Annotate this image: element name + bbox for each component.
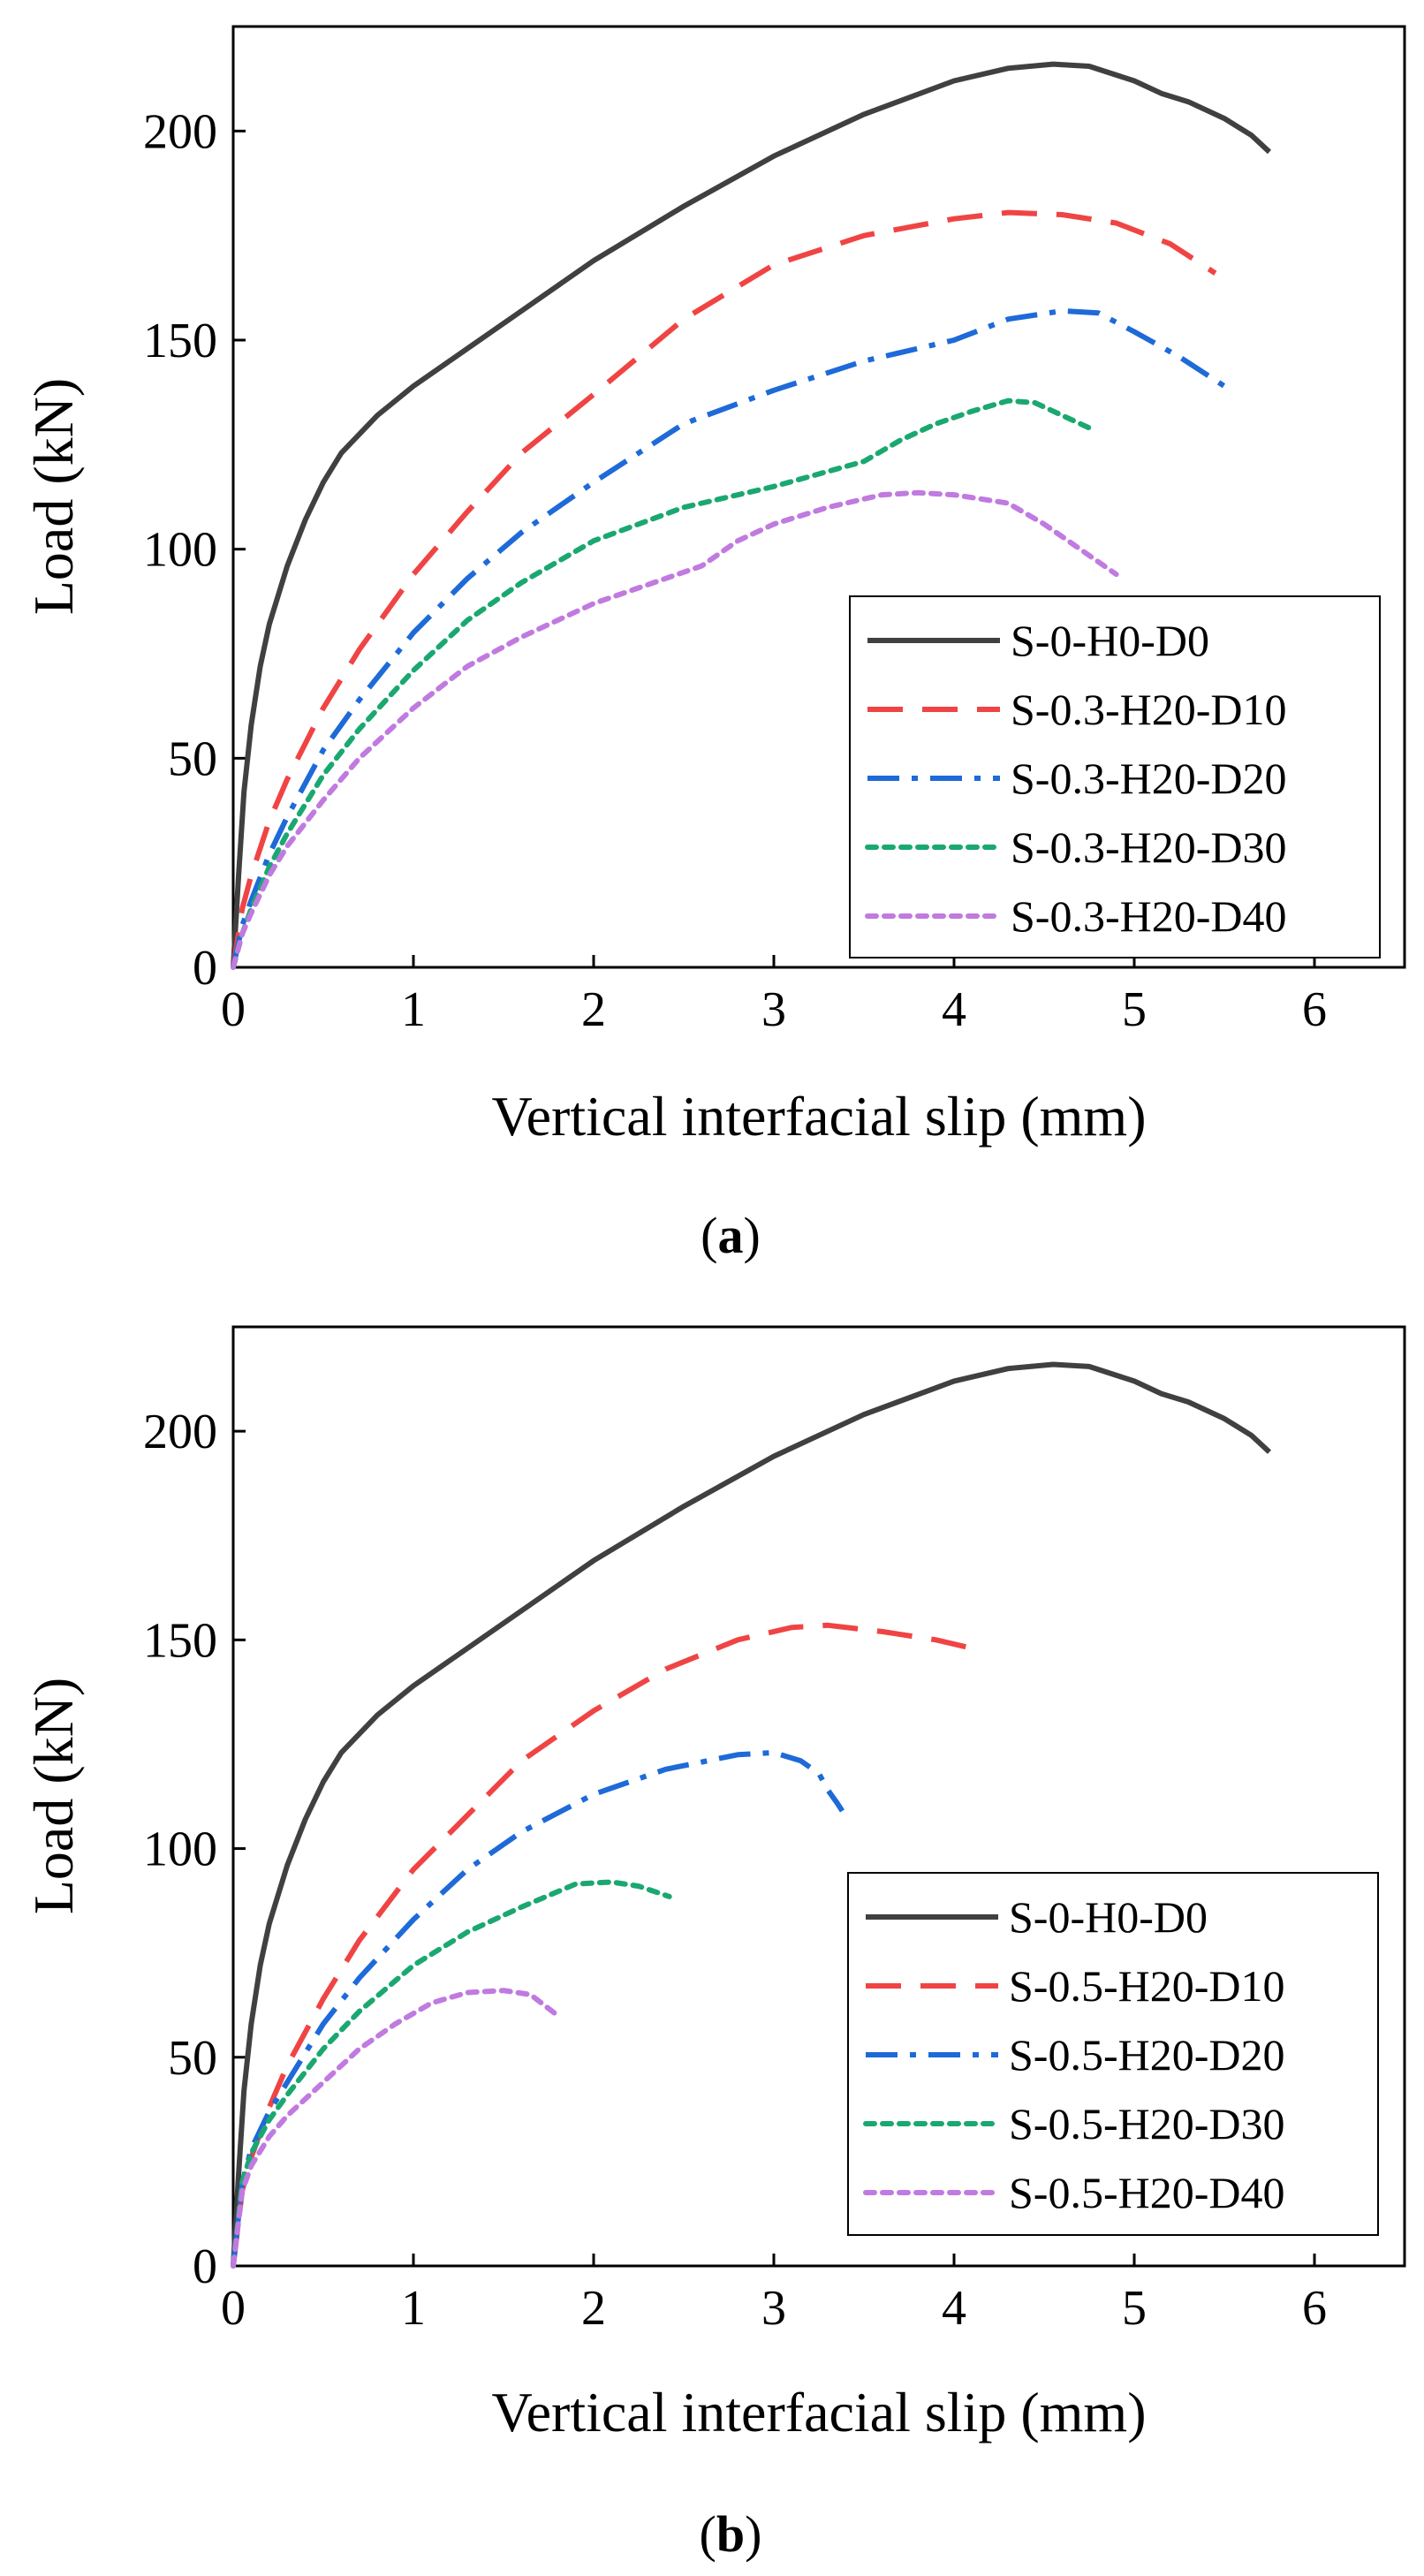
y-tick-label-b-3: 150 — [143, 1613, 217, 1668]
legend-label-a-0: S-0-H0-D0 — [1011, 616, 1209, 665]
y-tick-label-a-4: 200 — [143, 104, 217, 159]
series-layer-a — [231, 61, 1272, 970]
y-tick-label-b-4: 200 — [143, 1405, 217, 1459]
x-tick-label-b-2: 2 — [581, 2281, 606, 2336]
x-tick-label-b-5: 5 — [1122, 2281, 1147, 2336]
series-line-b-4 — [231, 1988, 561, 2269]
series-line-b-3 — [231, 1879, 672, 2269]
legend-a: S-0-H0-D0 S-0.3-H20-D10 S-0.3-H20-D20 S-0.3… — [849, 595, 1381, 958]
x-tick-label-a-4: 4 — [942, 982, 966, 1037]
legend-label-b-1: S-0.5-H20-D10 — [1009, 1961, 1284, 2011]
y-tick-label-a-0: 0 — [193, 941, 217, 996]
y-tick-label-a-3: 150 — [143, 314, 217, 368]
axis-ticks-b: 0 1 2 3 4 5 6 0 50 100 150 200 — [143, 1405, 1327, 2336]
axis-ticks-a: 0 1 2 3 4 5 6 0 50 100 150 200 — [143, 104, 1327, 1037]
series-line-b-1 — [231, 1622, 973, 2267]
x-tick-label-b-6: 6 — [1302, 2281, 1327, 2336]
x-axis-title-b: Vertical interfacial slip (mm) — [491, 2381, 1146, 2443]
x-tick-label-b-4: 4 — [942, 2281, 966, 2336]
series-layer-b — [231, 1361, 1272, 2269]
y-tick-label-a-2: 100 — [143, 523, 217, 578]
y-axis-title-b: Load (kN) — [22, 1678, 85, 1914]
legend-label-b-4: S-0.5-H20-D40 — [1009, 2168, 1284, 2217]
x-tick-label-a-3: 3 — [761, 982, 786, 1037]
panel-label-letter-b: b — [716, 2505, 745, 2563]
x-tick-label-a-2: 2 — [581, 982, 606, 1037]
x-tick-label-a-0: 0 — [221, 982, 246, 1037]
y-tick-label-b-2: 100 — [143, 1822, 217, 1877]
x-tick-label-a-5: 5 — [1122, 982, 1147, 1037]
legend-label-a-3: S-0.3-H20-D30 — [1011, 822, 1286, 872]
panel-label-letter-a: a — [718, 1207, 744, 1264]
series-line-b-2 — [231, 1749, 845, 2267]
legend-label-a-2: S-0.3-H20-D20 — [1011, 754, 1286, 803]
legend-b: S-0-H0-D0 S-0.5-H20-D10 S-0.5-H20-D20 S-0.5… — [847, 1872, 1379, 2236]
y-tick-label-b-0: 0 — [193, 2239, 217, 2294]
panel-label-open-b: ( — [700, 2505, 716, 2563]
x-axis-title-a: Vertical interfacial slip (mm) — [491, 1085, 1146, 1148]
chart-panel-b: 0 1 2 3 4 5 6 0 50 100 150 200 S-0-H0-D0 S-0.5-H20-D… — [22, 1325, 1406, 2563]
series-line-a-0 — [231, 61, 1272, 968]
panel-label-close-a: ) — [744, 1207, 761, 1264]
x-tick-label-b-3: 3 — [761, 2281, 786, 2336]
plot-frame-b — [231, 1325, 1406, 2268]
panel-label-b: (b) — [700, 2505, 762, 2563]
x-tick-label-a-6: 6 — [1302, 982, 1327, 1037]
y-tick-label-a-1: 50 — [168, 731, 217, 786]
panel-label-close-b: ) — [745, 2505, 761, 2563]
panel-label-a: (a) — [701, 1207, 761, 1264]
y-tick-label-b-1: 50 — [168, 2031, 217, 2086]
x-tick-label-b-0: 0 — [221, 2281, 246, 2336]
legend-label-b-2: S-0.5-H20-D20 — [1009, 2030, 1284, 2080]
legend-label-b-3: S-0.5-H20-D30 — [1009, 2099, 1284, 2148]
series-line-a-2 — [231, 307, 1226, 968]
panel-label-open-a: ( — [701, 1207, 717, 1264]
plot-frame-a — [231, 25, 1406, 969]
y-axis-title-a: Load (kN) — [22, 378, 85, 615]
x-tick-label-b-1: 1 — [401, 2281, 426, 2336]
series-line-b-0 — [231, 1361, 1272, 2267]
x-tick-label-a-1: 1 — [401, 982, 426, 1037]
legend-label-a-4: S-0.3-H20-D40 — [1011, 891, 1286, 941]
series-line-a-3 — [231, 398, 1092, 970]
series-line-a-4 — [231, 489, 1119, 970]
chart-panel-a: 0 1 2 3 4 5 6 0 50 100 150 200 S-0-H0-D0 S-0.3-H20-D… — [22, 25, 1406, 1264]
legend-label-b-0: S-0-H0-D0 — [1009, 1892, 1208, 1942]
legend-label-a-1: S-0.3-H20-D10 — [1011, 685, 1286, 734]
